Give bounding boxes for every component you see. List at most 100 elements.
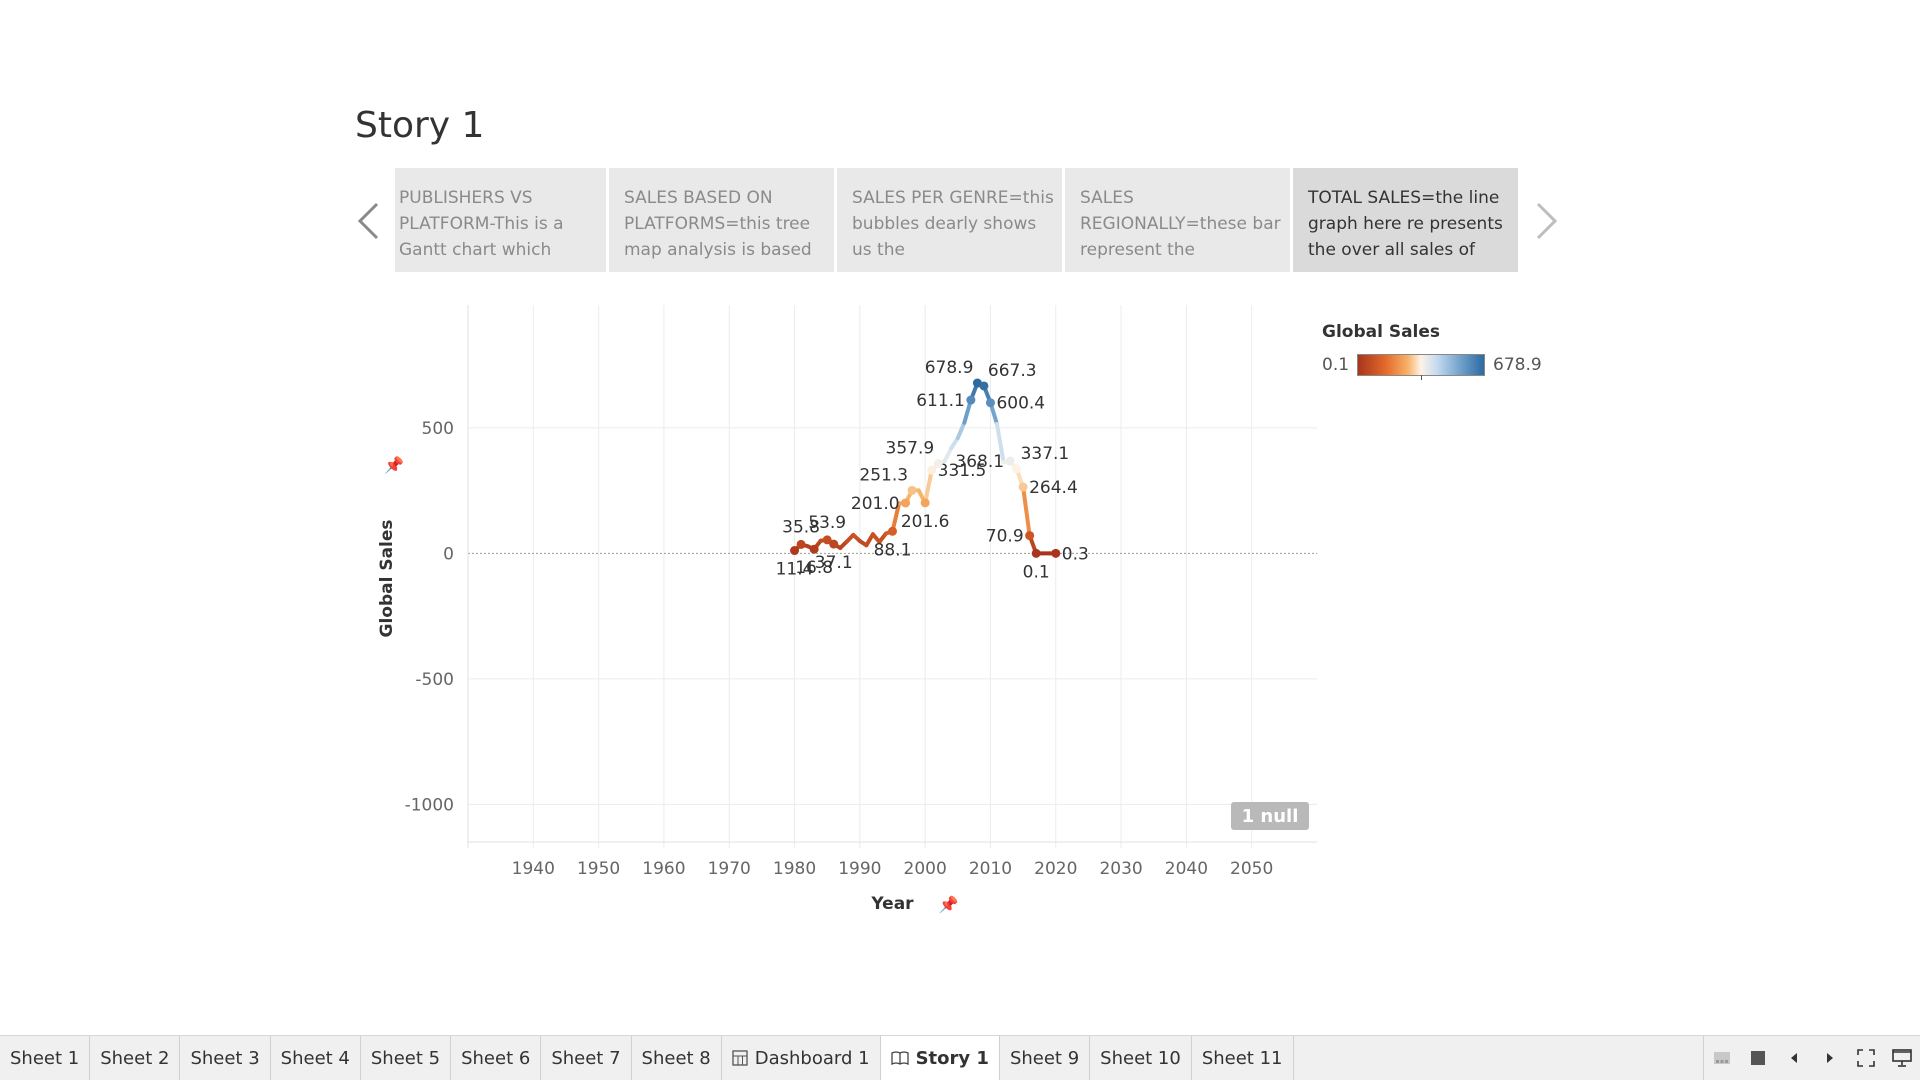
data-point	[985, 398, 995, 408]
data-label: 0.1	[1023, 562, 1050, 582]
y-tick-label: -500	[415, 670, 454, 690]
x-tick-label: 2000	[904, 859, 947, 879]
tab-sheet-11[interactable]: Sheet 11	[1192, 1036, 1294, 1080]
tab-label: Story 1	[915, 1047, 989, 1069]
data-label: 53.9	[808, 513, 846, 533]
data-point	[1025, 531, 1035, 541]
tab-sheet-10[interactable]: Sheet 10	[1090, 1036, 1192, 1080]
data-point	[1031, 548, 1041, 558]
story-title: Story 1	[355, 105, 485, 146]
data-label: 600.4	[996, 394, 1045, 414]
story-point-3[interactable]: SALES PER GENRE=this bubbles dearly show…	[837, 168, 1062, 272]
dashboard-icon	[732, 1050, 748, 1066]
data-label: 0.3	[1062, 544, 1089, 564]
data-point	[790, 546, 800, 556]
data-point	[1051, 548, 1061, 558]
x-axis-title: Year	[870, 894, 914, 914]
color-legend: Global Sales 0.1 678.9	[1322, 322, 1542, 380]
data-label: 70.9	[986, 527, 1024, 547]
tab-sheet-2[interactable]: Sheet 2	[90, 1036, 181, 1080]
x-tick-label: 2010	[969, 859, 1012, 879]
data-label: 368.1	[955, 452, 1004, 472]
line-segment	[890, 501, 902, 534]
tab-label: Sheet 10	[1100, 1047, 1181, 1069]
data-point	[933, 459, 943, 469]
line-segment	[923, 468, 934, 505]
line-chart-svg: 1940 1950 1960 1970 1980 1990 2000 2010 2020 2030…	[377, 303, 1317, 914]
tab-sheet-1[interactable]: Sheet 1	[0, 1036, 91, 1080]
data-label: 611.1	[916, 391, 965, 411]
pin-icon: 📌	[384, 456, 404, 475]
tab-sheet-8[interactable]: Sheet 8	[632, 1036, 722, 1080]
tab-label: Sheet 1	[10, 1047, 80, 1069]
tab-sheet-7[interactable]: Sheet 7	[541, 1036, 632, 1080]
line-segment	[1021, 485, 1032, 538]
sheet-tab-bar: Sheet 1 Sheet 2 Sheet 3 Sheet 4 Sheet 5 …	[0, 1035, 1920, 1080]
x-tick-label: 1980	[773, 859, 816, 879]
tab-story-1[interactable]: Story 1	[880, 1036, 1000, 1080]
data-point	[966, 395, 976, 405]
data-point	[888, 526, 897, 536]
filmstrip-icon[interactable]	[1710, 1046, 1734, 1070]
fullscreen-icon[interactable]	[1854, 1046, 1878, 1070]
x-tick-label: 1990	[838, 859, 881, 879]
data-label: 251.3	[859, 465, 908, 485]
data-point	[1018, 482, 1028, 492]
tab-label: Sheet 2	[100, 1047, 170, 1069]
data-point	[809, 544, 819, 554]
data-point	[920, 498, 930, 508]
y-tick-label: 0	[443, 544, 454, 564]
chevron-right-icon	[1536, 202, 1558, 240]
x-tick-label: 1970	[708, 859, 751, 879]
data-point	[907, 485, 917, 495]
show-tabs-icon[interactable]	[1746, 1046, 1770, 1070]
next-story-point-button[interactable]	[1527, 196, 1567, 246]
x-tick-label: 2030	[1099, 859, 1142, 879]
tab-label: Sheet 8	[641, 1047, 711, 1069]
line-segment	[942, 446, 954, 464]
legend-title: Global Sales	[1322, 322, 1441, 342]
tab-controls	[1703, 1036, 1920, 1080]
chevron-left-icon	[357, 202, 379, 240]
legend-gradient	[1357, 354, 1486, 380]
y-tick-label: -1000	[405, 795, 454, 815]
legend-max-label: 678.9	[1493, 355, 1542, 375]
data-label: 88.1	[874, 540, 912, 560]
data-label: 331.5	[938, 461, 987, 481]
prev-sheet-icon[interactable]	[1782, 1046, 1806, 1070]
data-label: 201.6	[901, 512, 950, 532]
data-label: 264.4	[1029, 478, 1078, 498]
story-point-2[interactable]: SALES BASED ON PLATFORMS=this tree map a…	[609, 168, 834, 272]
pin-icon: 📌	[939, 895, 959, 914]
y-tick-label: 500	[422, 419, 454, 439]
line-chart[interactable]: 1940 1950 1960 1970 1980 1990 2000 2010 2020 2030…	[360, 303, 1360, 925]
tab-label: Sheet 11	[1201, 1047, 1283, 1069]
next-sheet-icon[interactable]	[1818, 1046, 1842, 1070]
line-segment	[994, 421, 1006, 465]
tab-dashboard-1[interactable]: Dashboard 1	[722, 1036, 881, 1080]
data-point	[979, 381, 989, 391]
presentation-icon[interactable]	[1890, 1046, 1914, 1070]
data-label: 337.1	[1021, 444, 1070, 464]
data-label: 667.3	[988, 361, 1037, 381]
story-point-5[interactable]: TOTAL SALES=the line graph here re prese…	[1293, 168, 1518, 272]
tab-label: Sheet 6	[461, 1047, 531, 1069]
x-tick-label: 1940	[512, 859, 555, 879]
data-label: 357.9	[886, 439, 935, 459]
tab-sheet-4[interactable]: Sheet 4	[271, 1036, 361, 1080]
tab-sheet-9[interactable]: Sheet 9	[1000, 1036, 1091, 1080]
tab-label: Sheet 9	[1009, 1047, 1080, 1069]
story-point-1[interactable]: PUBLISHERS VS PLATFORM-This is a Gantt c…	[395, 168, 606, 272]
tab-sheet-6[interactable]: Sheet 6	[451, 1036, 542, 1080]
story-captions: PUBLISHERS VS PLATFORM-This is a Gantt c…	[395, 168, 1518, 272]
tab-sheet-5[interactable]: Sheet 5	[361, 1036, 452, 1080]
data-label: 16.8	[795, 558, 833, 578]
line-segment	[864, 532, 875, 548]
tab-label: Sheet 7	[551, 1047, 621, 1069]
null-indicator[interactable]: 1 null	[1231, 802, 1309, 830]
data-label: 37.1	[815, 553, 853, 573]
prev-story-point-button[interactable]	[348, 196, 388, 246]
tab-sheet-3[interactable]: Sheet 3	[180, 1036, 271, 1080]
data-point	[927, 465, 937, 475]
story-point-4[interactable]: SALES REGIONALLY=these bar represent the	[1065, 168, 1290, 272]
